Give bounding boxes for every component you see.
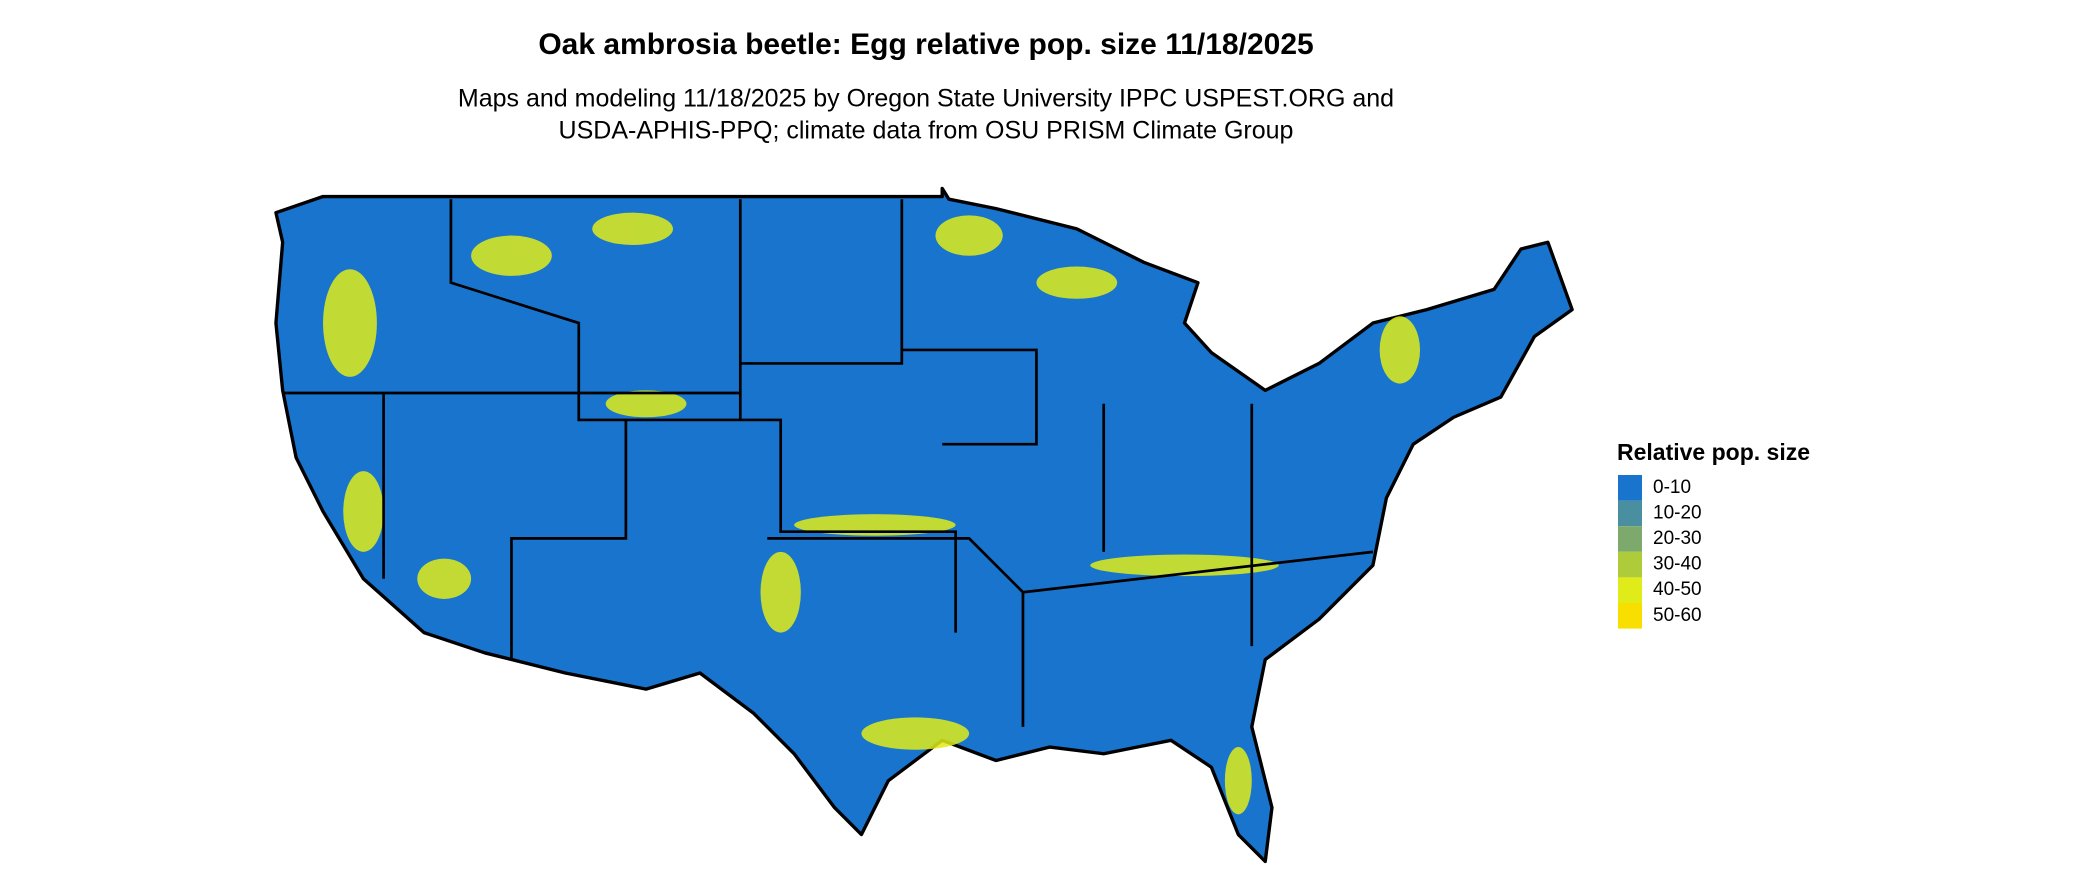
legend-label: 20-30 [1653,528,1702,549]
subtitle-line: USDA-APHIS-PPQ; climate data from OSU PR… [559,117,1294,145]
legend-swatch [1618,577,1642,603]
legend-label: 40-50 [1653,579,1702,600]
legend-title: Relative pop. size [1617,439,1810,465]
legend-swatch [1618,500,1642,527]
legend-label: 50-60 [1653,605,1702,626]
legend-label: 0-10 [1653,477,1691,498]
us-map [274,186,1574,864]
legend-swatch [1618,475,1642,501]
state-borders [282,199,1374,727]
legend: 0-10 10-20 20-30 30-40 40-50 50-60 [1618,475,1702,629]
legend-swatch [1618,526,1642,552]
legend-label: 30-40 [1653,554,1702,575]
legend-swatch [1618,551,1642,578]
legend-swatch [1618,603,1642,629]
legend-label: 10-20 [1653,502,1702,523]
subtitle-line: Maps and modeling 11/18/2025 by Oregon S… [458,85,1394,113]
title: Oak ambrosia beetle: Egg relative pop. s… [538,28,1313,61]
